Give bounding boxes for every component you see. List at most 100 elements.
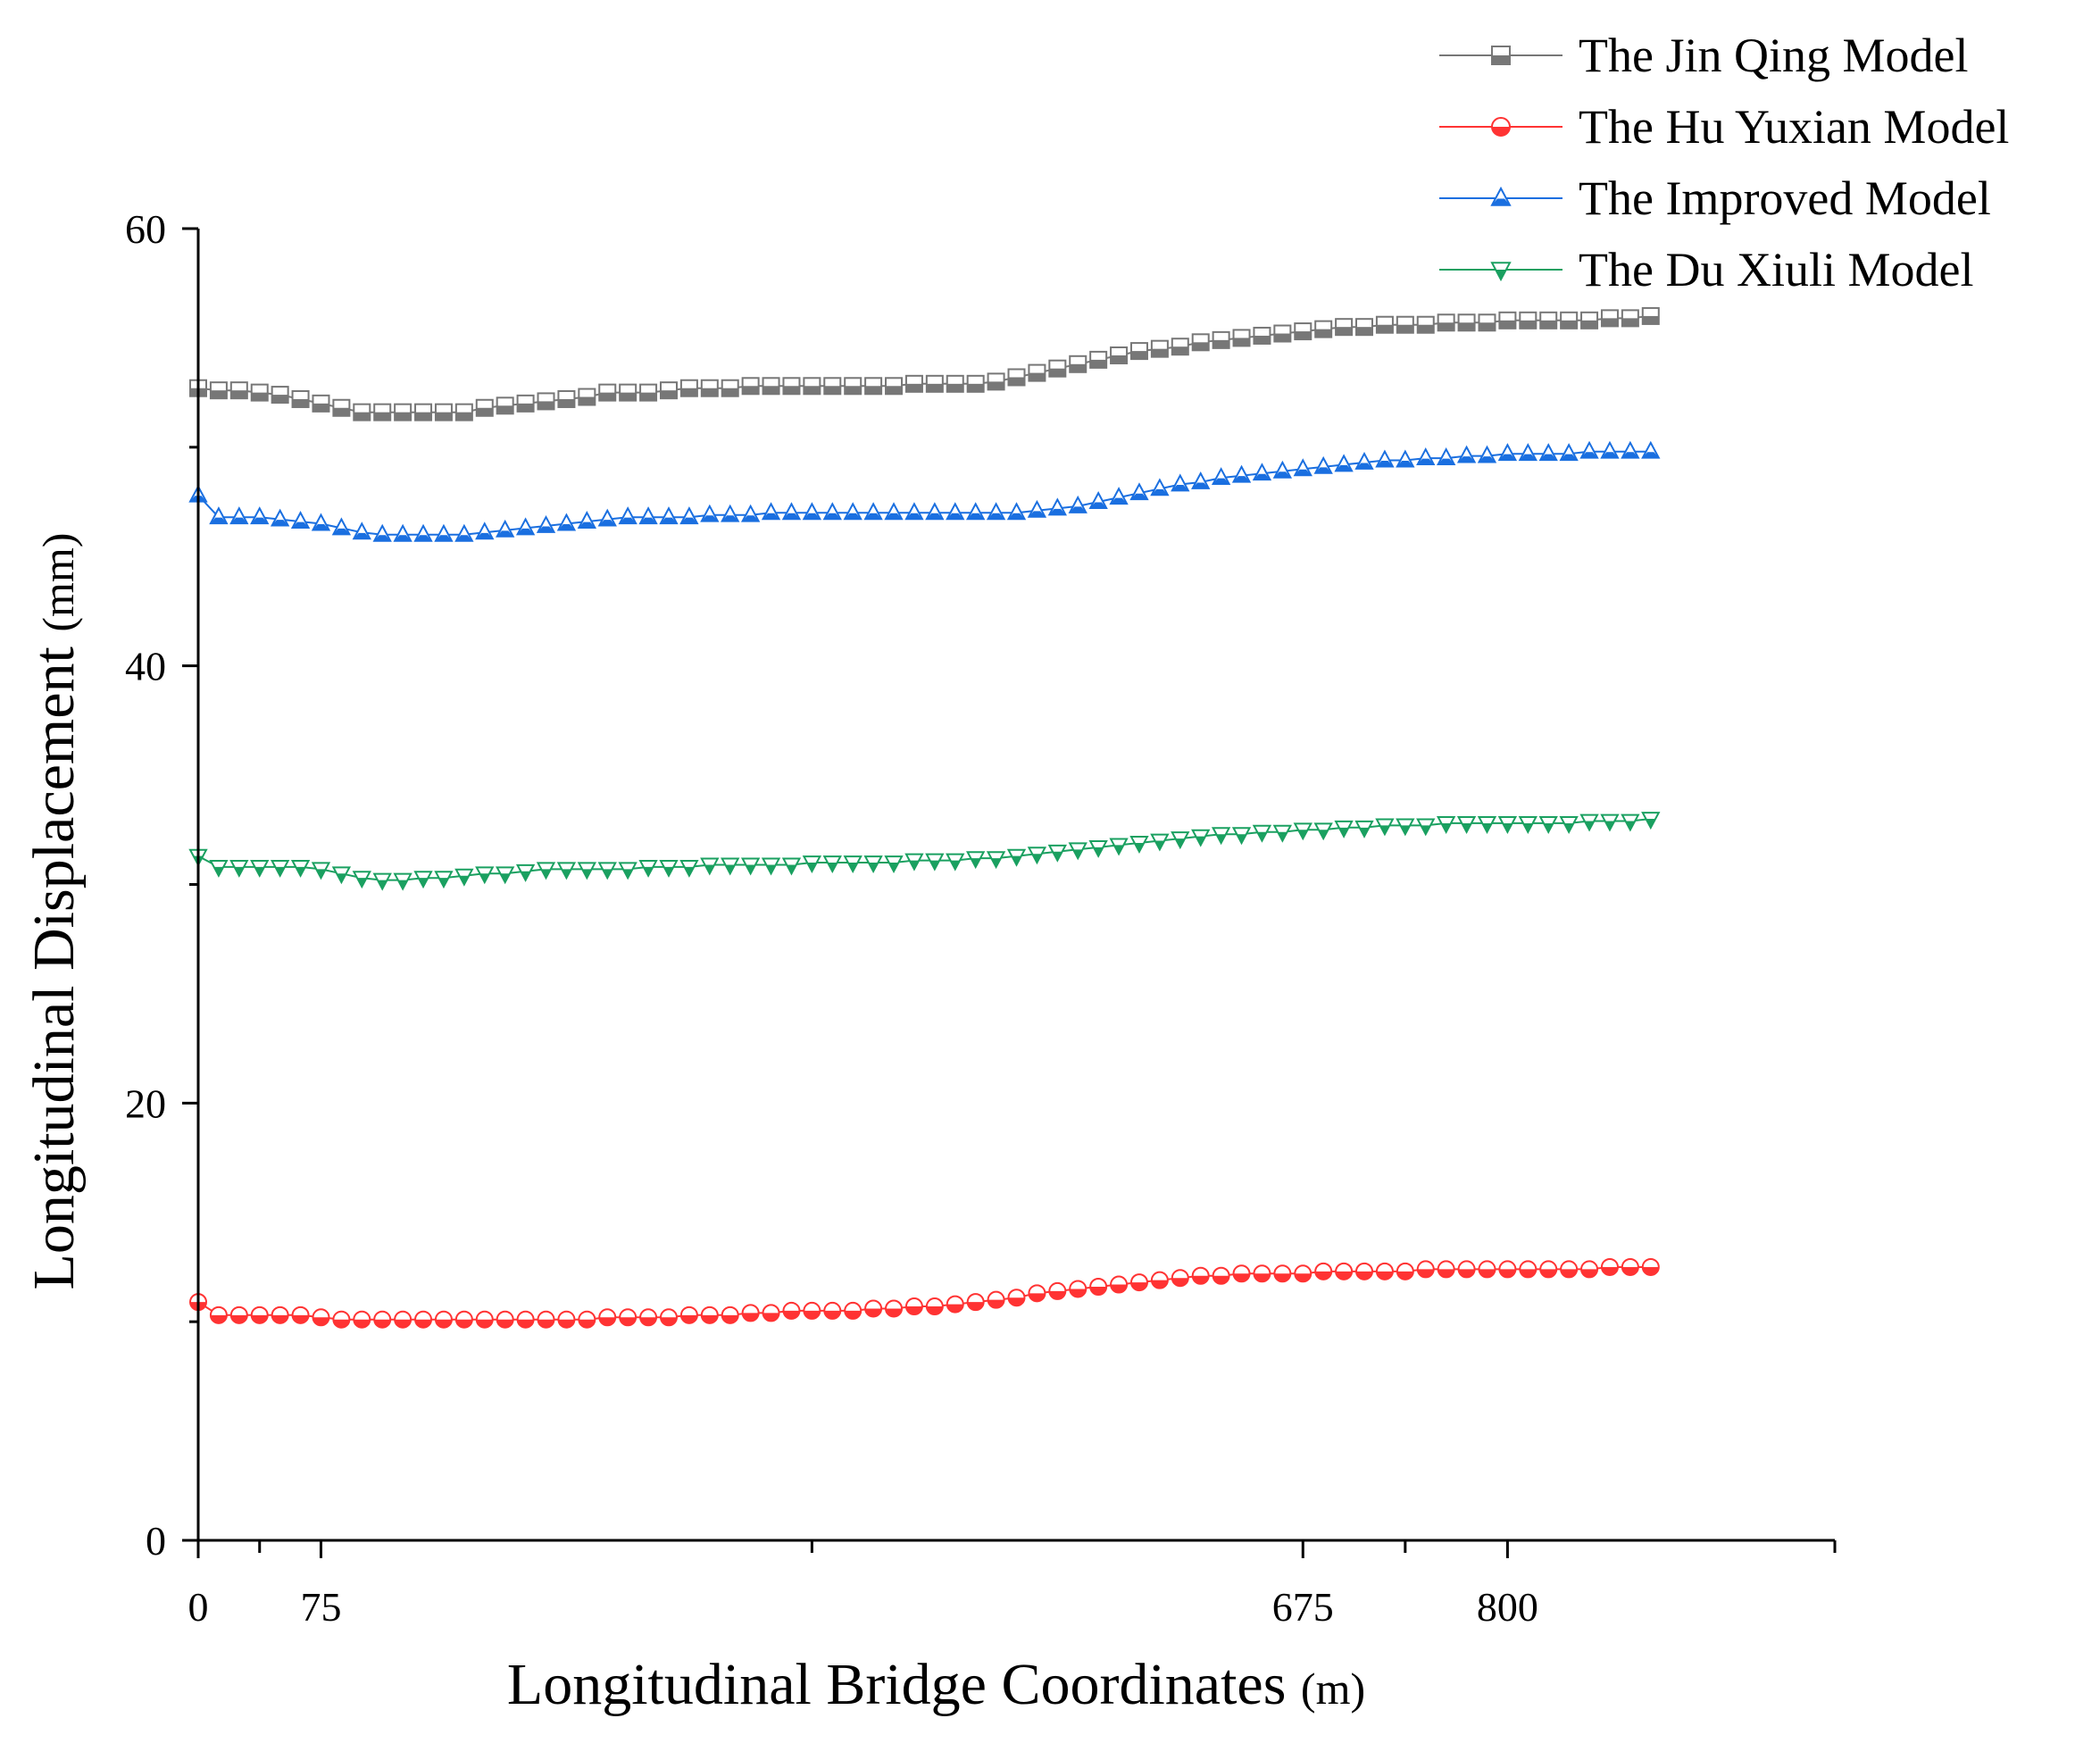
data-point-series-3-60 [1416, 818, 1436, 837]
data-point-series-3-10 [393, 872, 412, 891]
marker-fill [1171, 1278, 1188, 1287]
marker-fill [1396, 1271, 1413, 1280]
data-point-series-1-15 [496, 1310, 514, 1329]
data-point-series-1-26 [721, 1305, 739, 1324]
marker-fill [1499, 454, 1516, 461]
marker-fill [1339, 827, 1349, 837]
marker-fill [1315, 1271, 1332, 1280]
data-point-series-3-36 [925, 853, 945, 872]
data-point-series-1-57 [1355, 1262, 1374, 1280]
marker-fill [684, 866, 694, 876]
data-point-series-3-22 [638, 859, 658, 878]
marker-fill [680, 517, 697, 524]
data-point-series-2-43 [1068, 495, 1088, 513]
marker-fill [210, 1314, 227, 1323]
marker-fill [1421, 825, 1430, 835]
marker-fill [1032, 854, 1042, 863]
marker-fill [354, 532, 371, 539]
marker-fill [946, 1304, 963, 1313]
data-point-series-3-44 [1088, 839, 1108, 858]
x-tick-label: 0 [188, 1584, 209, 1630]
marker-fill [1479, 456, 1496, 463]
marker-fill [1458, 322, 1475, 331]
marker-fill [1298, 830, 1308, 839]
marker-fill [909, 860, 919, 870]
marker-fill [582, 869, 592, 879]
data-point-series-1-67 [1560, 1260, 1579, 1279]
marker-fill [762, 386, 779, 395]
data-point-series-0-26 [721, 379, 739, 397]
data-point-series-2-68 [1579, 440, 1599, 459]
data-point-series-1-16 [516, 1310, 535, 1329]
marker-fill [254, 866, 264, 876]
data-point-series-3-68 [1579, 813, 1599, 832]
data-point-series-0-66 [1539, 311, 1558, 329]
data-point-series-2-24 [679, 506, 699, 525]
marker-fill [783, 1310, 800, 1319]
data-point-series-0-69 [1600, 309, 1619, 328]
marker-fill [680, 1314, 697, 1323]
data-point-series-2-41 [1027, 499, 1047, 518]
legend-marker-shape [1490, 262, 1512, 282]
marker-fill [1278, 831, 1288, 841]
marker-fill [1053, 851, 1062, 861]
marker-fill [1496, 270, 1506, 279]
marker-fill [455, 1319, 472, 1328]
data-point-series-2-62 [1456, 445, 1477, 463]
data-point-series-2-40 [1006, 502, 1027, 521]
marker-fill [1544, 822, 1554, 832]
marker-fill [1274, 1273, 1291, 1282]
data-point-series-1-58 [1375, 1262, 1394, 1280]
data-point-series-0-2 [229, 381, 248, 400]
legend-marker-triangle-up-icon [1490, 186, 1512, 206]
data-point-series-1-45 [1110, 1275, 1129, 1294]
marker-fill [210, 390, 227, 399]
data-point-series-3-19 [577, 862, 597, 880]
marker-fill [1192, 1275, 1209, 1284]
data-point-series-0-8 [353, 403, 371, 421]
data-point-series-0-67 [1560, 311, 1579, 329]
data-point-series-2-48 [1171, 473, 1190, 492]
legend-marker-shape [1491, 46, 1511, 65]
data-point-series-0-9 [373, 403, 392, 421]
data-point-series-2-27 [740, 504, 761, 522]
marker-fill [1114, 845, 1124, 855]
marker-fill [292, 1314, 309, 1323]
marker-fill [1233, 338, 1250, 346]
data-point-series-2-67 [1559, 443, 1579, 462]
marker-fill [1520, 1269, 1537, 1278]
marker-fill [886, 1308, 903, 1317]
marker-fill [435, 1319, 452, 1328]
data-point-series-1-52 [1253, 1264, 1271, 1283]
marker-fill [603, 869, 612, 879]
legend-label-improved: The Improved Model [1579, 171, 1991, 225]
data-point-series-3-14 [475, 866, 495, 885]
data-point-series-0-64 [1498, 311, 1517, 329]
data-point-series-2-45 [1109, 487, 1129, 505]
marker-fill [926, 1306, 943, 1315]
data-point-series-0-53 [1273, 324, 1292, 343]
marker-fill [1458, 1269, 1475, 1278]
ticks-group: 0 20 40 60 0 75 675 800 [125, 206, 1837, 1630]
data-point-series-3-69 [1600, 813, 1620, 832]
marker-fill [640, 1317, 657, 1326]
marker-fill [1540, 454, 1557, 461]
x-axis-unit: (m) [1301, 1664, 1365, 1714]
marker-fill [640, 392, 657, 401]
data-point-series-0-68 [1580, 311, 1599, 329]
marker-fill [1646, 819, 1655, 828]
marker-fill [1070, 363, 1087, 372]
marker-fill [1356, 327, 1373, 336]
x-tick-label: 675 [1272, 1584, 1334, 1630]
marker-fill [395, 535, 412, 541]
legend-marker-shape [1491, 117, 1511, 137]
marker-fill [1319, 830, 1329, 839]
data-point-series-0-30 [803, 377, 821, 396]
data-point-series-1-42 [1048, 1281, 1067, 1300]
data-point-series-2-63 [1477, 445, 1497, 463]
marker-fill [1503, 822, 1512, 832]
data-point-series-2-35 [904, 502, 924, 521]
x-axis-label: Longitudinal Bridge Coordinates [507, 1652, 1287, 1717]
marker-fill [435, 412, 452, 421]
marker-fill [804, 513, 821, 520]
